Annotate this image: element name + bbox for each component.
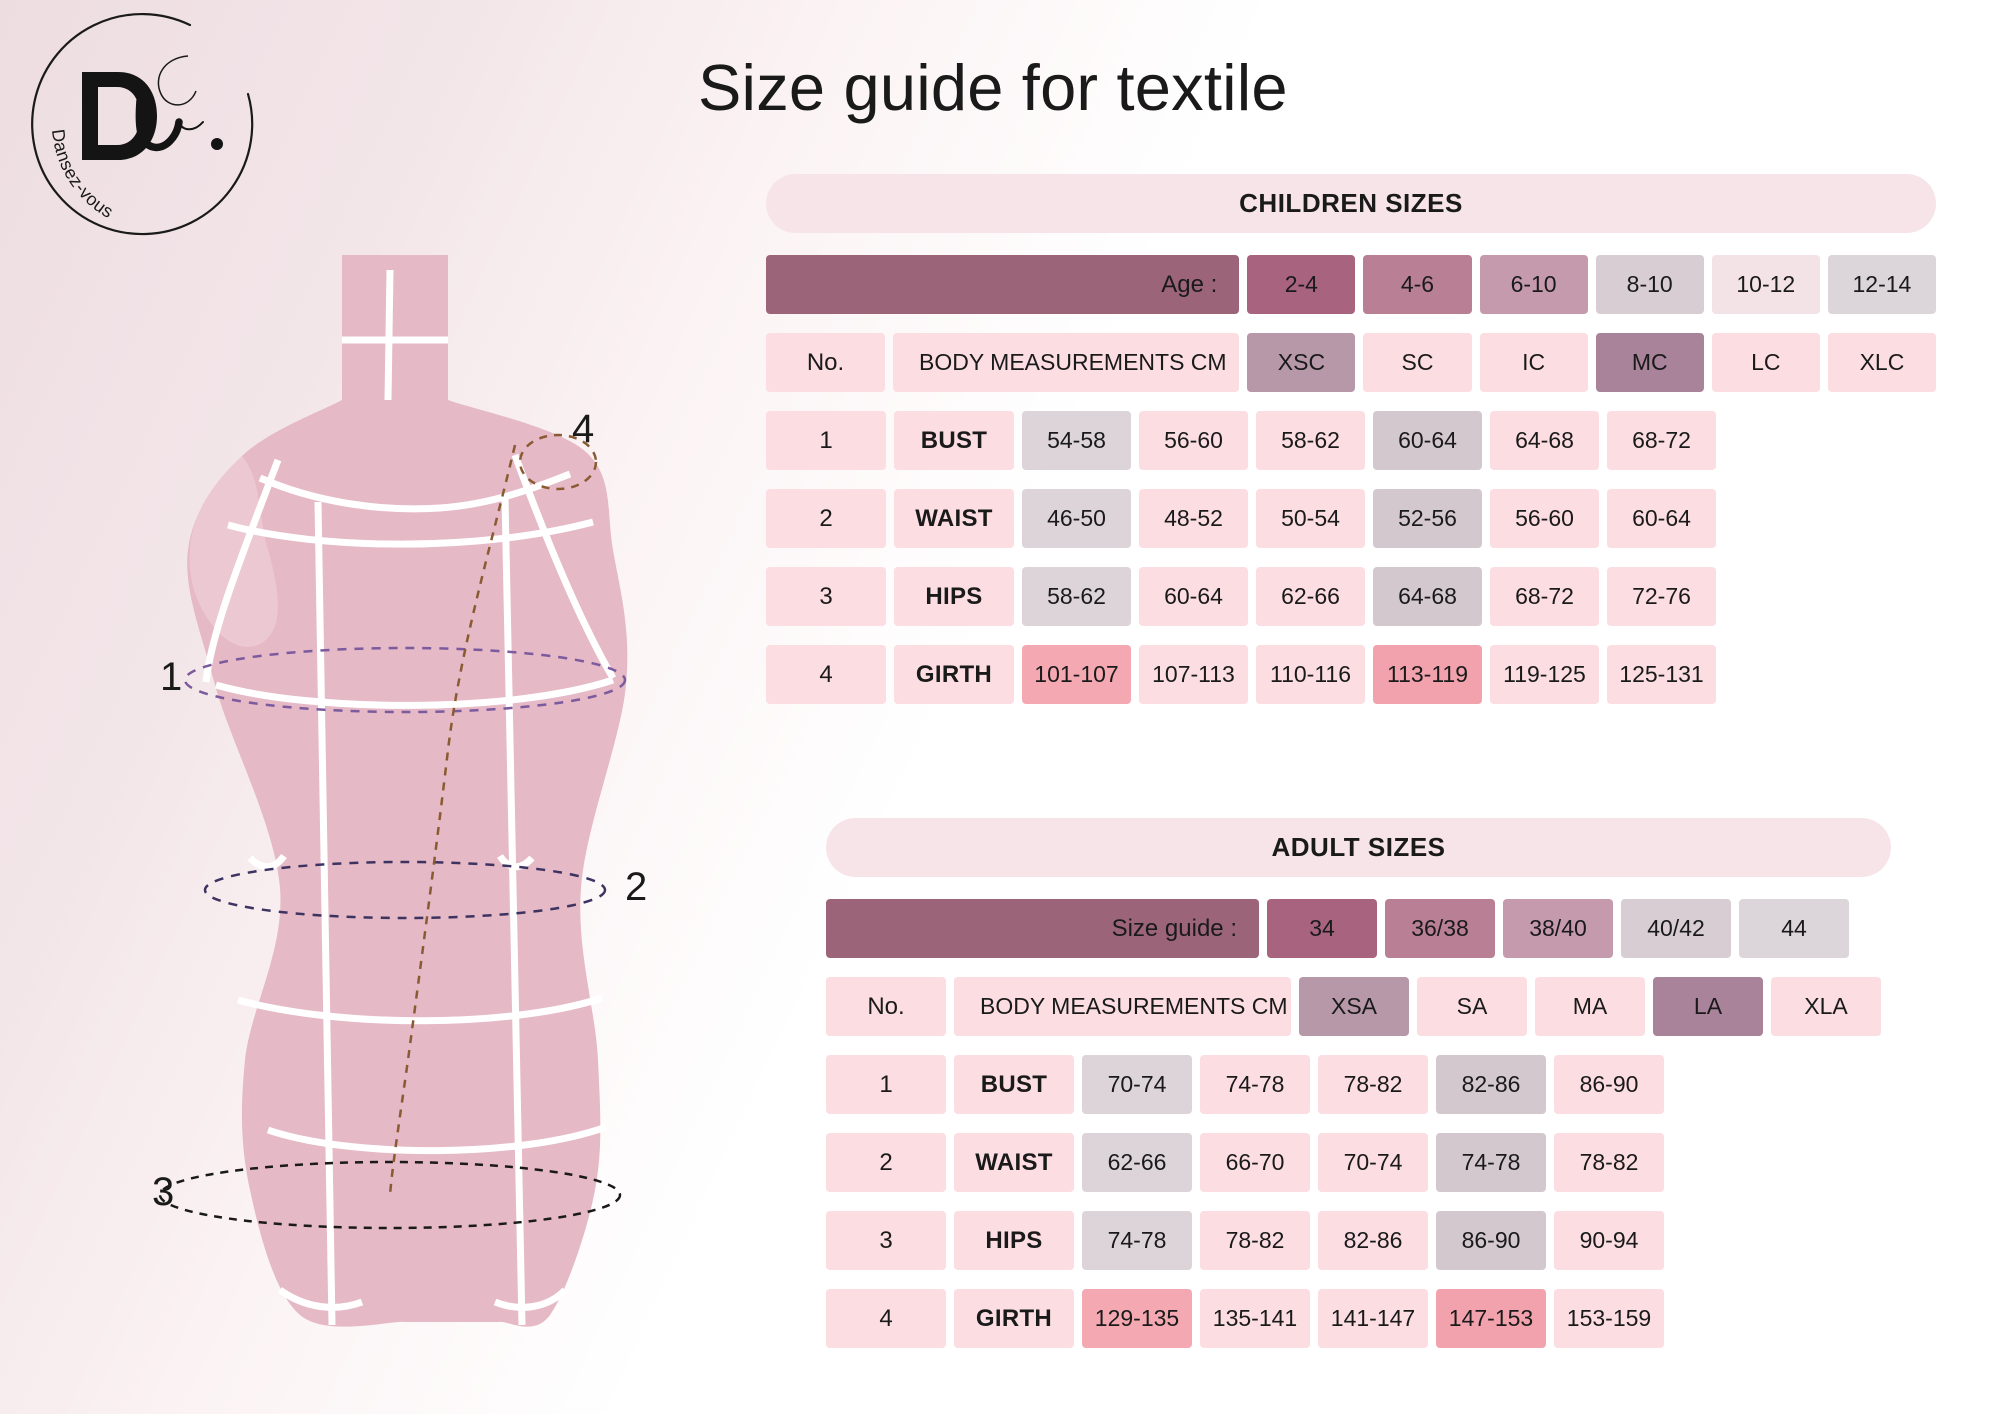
svg-text:4: 4 — [572, 407, 594, 451]
svg-text:3: 3 — [152, 1170, 174, 1214]
svg-text:2: 2 — [625, 865, 647, 909]
svg-text:1: 1 — [160, 655, 182, 699]
